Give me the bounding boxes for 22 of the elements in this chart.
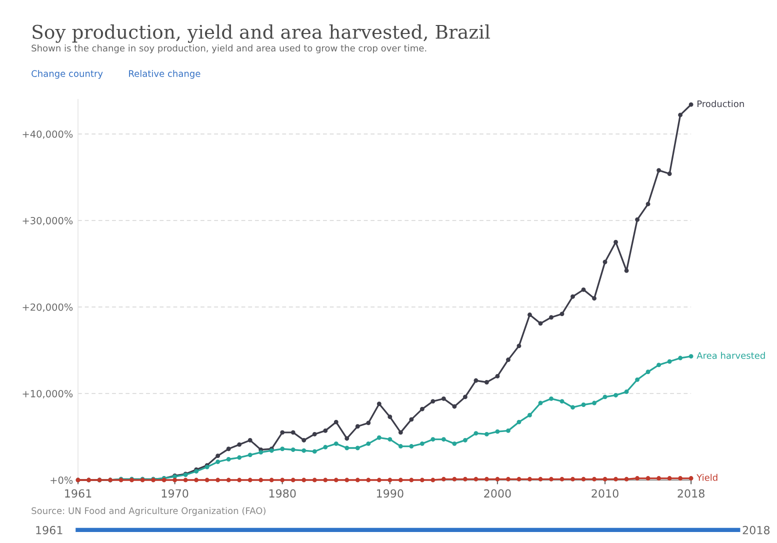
- x-tick-label: 1980: [269, 489, 296, 498]
- text: 1961: [36, 526, 62, 534]
- source-note: Source: UN Food and Agriculture Organization (FAO): [32, 507, 266, 516]
- y-tick-label: +0%: [50, 476, 73, 484]
- x-tick-label: 1990: [376, 489, 404, 498]
- y-tick-label: +20,000%: [22, 303, 73, 312]
- x-tick-label: 1961: [65, 489, 92, 498]
- series-label: Production: [698, 100, 744, 108]
- x-tick-label: 2010: [592, 489, 618, 498]
- series-label: Yield: [696, 474, 718, 481]
- x-tick-label: 2018: [678, 489, 704, 498]
- chart-subtitle: Shown is the change in soy production, yield and area used to grow the crop over time.: [32, 44, 426, 54]
- y-tick-label: +30,000%: [22, 216, 73, 226]
- series-label: Area harvested: [696, 352, 765, 359]
- chart-title: Soy production, yield and area harvested, Brazil: [32, 24, 490, 43]
- text: 2018: [742, 526, 770, 534]
- text: Relative change: [129, 70, 200, 79]
- y-tick-label: +40,000%: [22, 130, 73, 139]
- x-tick-label: 1970: [162, 489, 188, 498]
- text: Change country: [32, 70, 103, 79]
- x-tick-label: 2000: [484, 489, 511, 498]
- y-tick-label: +10,000%: [22, 390, 73, 398]
